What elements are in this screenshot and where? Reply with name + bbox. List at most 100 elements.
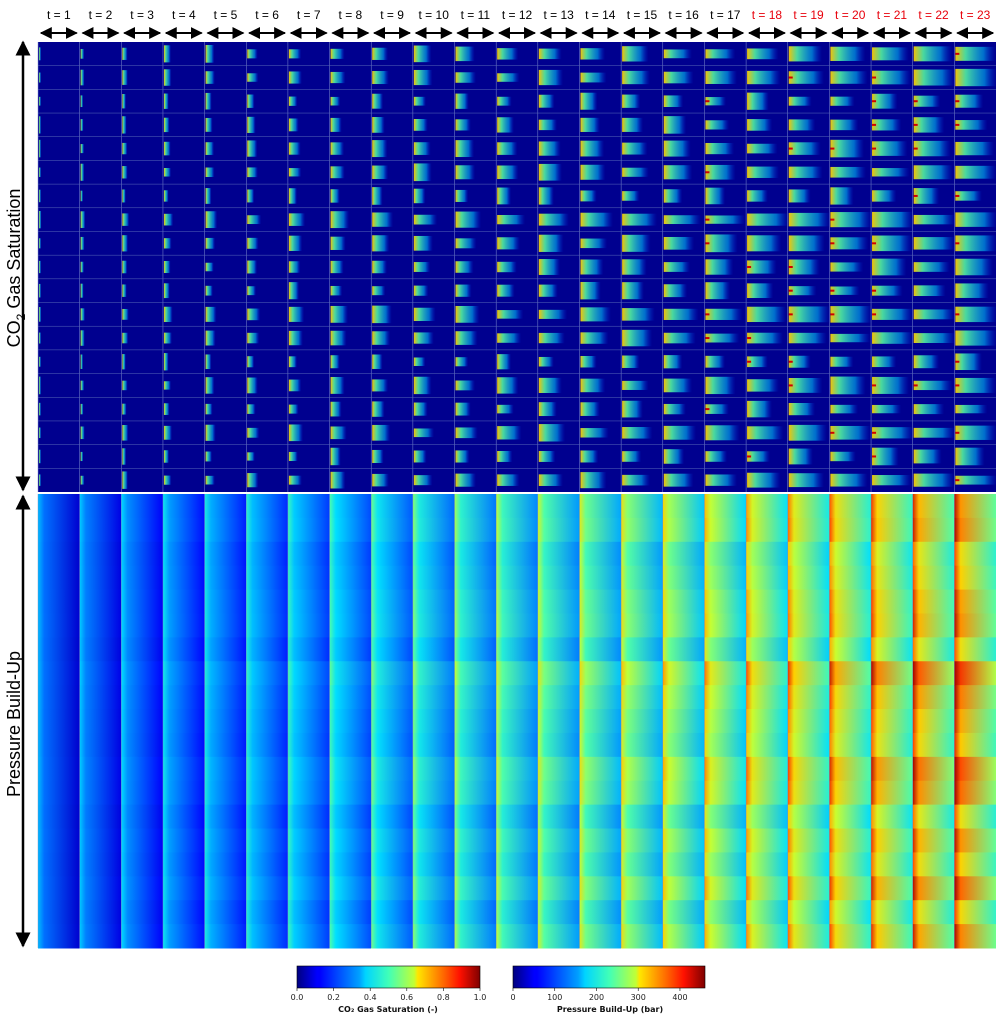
saturation-plume xyxy=(872,404,902,414)
pressure-panel xyxy=(412,661,455,686)
saturation-plume xyxy=(955,447,985,466)
saturation-hotspot xyxy=(955,431,960,434)
saturation-plume xyxy=(497,214,526,225)
pressure-panel xyxy=(287,661,330,686)
pressure-panel xyxy=(246,756,288,782)
pressure-panel xyxy=(329,661,372,686)
saturation-plume xyxy=(580,48,606,60)
saturation-plume xyxy=(205,377,215,394)
pressure-panel xyxy=(371,709,413,734)
time-step-label: t = 21 xyxy=(877,8,908,22)
saturation-plume xyxy=(747,379,779,392)
saturation-plume xyxy=(830,306,873,323)
saturation-plume xyxy=(580,164,606,180)
pressure-panel xyxy=(79,589,122,614)
saturation-plume xyxy=(80,308,86,321)
saturation-panel-grid xyxy=(37,42,996,492)
saturation-plume xyxy=(122,235,129,252)
saturation-plume xyxy=(872,475,912,486)
pressure-panel xyxy=(537,661,580,686)
pressure-panel xyxy=(371,780,413,806)
saturation-hotspot xyxy=(955,123,960,126)
saturation-plume xyxy=(413,69,433,86)
saturation-plume xyxy=(413,357,426,366)
saturation-plume xyxy=(705,259,734,275)
saturation-plume xyxy=(747,306,787,323)
time-step-label: t = 20 xyxy=(835,8,866,22)
saturation-plume xyxy=(538,94,555,108)
pressure-panel xyxy=(79,804,122,830)
saturation-plume xyxy=(205,45,215,63)
saturation-plume xyxy=(913,355,940,369)
pressure-panel xyxy=(412,565,455,591)
saturation-plume xyxy=(705,71,738,84)
pressure-panel xyxy=(454,565,497,591)
pressure-panel xyxy=(496,685,538,710)
pressure-panel xyxy=(787,709,830,734)
saturation-plume xyxy=(288,356,297,368)
pressure-panel xyxy=(204,900,247,925)
saturation-hotspot xyxy=(872,431,877,434)
pressure-panel xyxy=(204,661,247,686)
saturation-hotspot xyxy=(747,266,752,268)
saturation-plume xyxy=(538,213,570,226)
saturation-plume xyxy=(497,284,515,297)
saturation-plume xyxy=(830,356,854,367)
saturation-plume xyxy=(538,69,563,86)
pressure-panel xyxy=(79,732,122,758)
saturation-hotspot xyxy=(705,337,710,340)
pressure-panel xyxy=(537,637,580,662)
saturation-hotspot xyxy=(830,147,835,150)
saturation-plume xyxy=(497,187,512,205)
pressure-panel xyxy=(246,494,288,519)
pressure-panel xyxy=(662,517,705,543)
pressure-panel xyxy=(38,661,80,686)
pressure-panel xyxy=(329,780,372,806)
pressure-panel xyxy=(38,756,80,782)
pressure-panel xyxy=(79,494,122,519)
pressure-panel xyxy=(412,685,455,710)
saturation-plume xyxy=(163,168,172,177)
saturation-plume xyxy=(39,356,41,367)
saturation-plume xyxy=(288,379,302,392)
pressure-panel xyxy=(371,541,413,567)
pressure-panel xyxy=(954,756,996,782)
saturation-plume xyxy=(413,285,429,296)
pressure-panel xyxy=(829,709,872,734)
pressure-panel xyxy=(121,565,163,591)
pressure-panel xyxy=(162,565,205,591)
pressure-panel xyxy=(787,756,830,782)
saturation-plume xyxy=(39,427,42,439)
saturation-plume xyxy=(913,117,945,133)
pressure-panel xyxy=(454,685,497,710)
pressure-panel xyxy=(787,852,830,877)
saturation-plume xyxy=(455,165,476,180)
pressure-panel xyxy=(954,517,996,543)
pressure-panel xyxy=(454,876,497,901)
pressure-panel xyxy=(954,876,996,901)
saturation-plume xyxy=(163,381,172,390)
pressure-panel xyxy=(871,613,913,638)
pressure-panel xyxy=(746,494,788,519)
saturation-plume xyxy=(288,404,299,414)
pressure-panel xyxy=(579,517,622,543)
pressure-panel xyxy=(912,709,955,734)
saturation-plume xyxy=(288,142,301,155)
saturation-plume xyxy=(622,427,653,439)
pressure-panel xyxy=(662,565,705,591)
pressure-panel xyxy=(537,828,580,853)
pressure-panel xyxy=(912,541,955,567)
pressure-panel xyxy=(912,661,955,686)
saturation-plume xyxy=(413,163,432,182)
pressure-panel xyxy=(871,565,913,591)
saturation-plume xyxy=(205,475,215,485)
saturation-plume xyxy=(497,404,514,414)
saturation-plume xyxy=(80,95,84,108)
pressure-panel xyxy=(787,637,830,662)
pressure-panel xyxy=(912,924,955,949)
pressure-panel xyxy=(704,804,747,830)
saturation-plume xyxy=(122,425,129,441)
pressure-panel xyxy=(579,494,622,519)
saturation-plume xyxy=(788,473,825,488)
saturation-plume xyxy=(705,333,740,343)
